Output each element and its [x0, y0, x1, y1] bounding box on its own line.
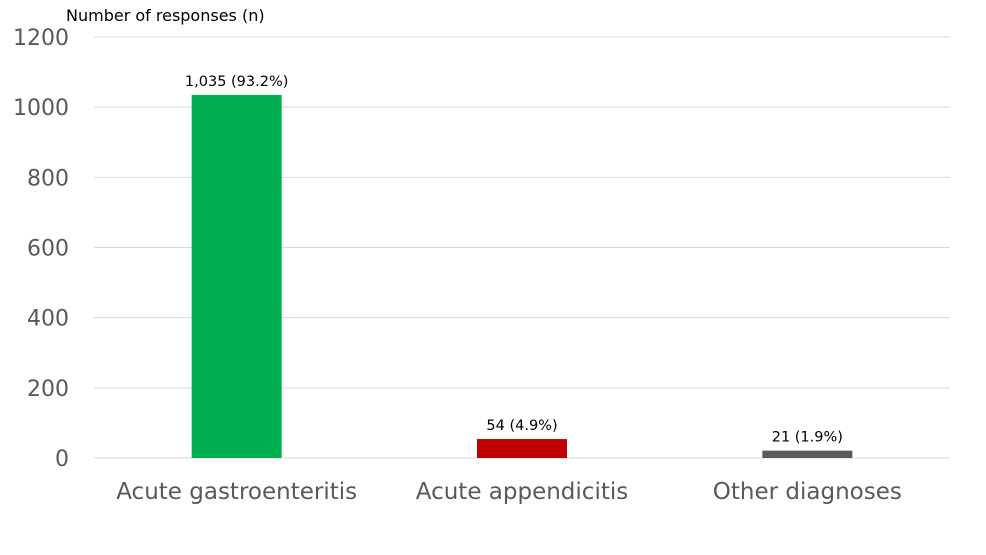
y-tick-label: 200 — [27, 377, 69, 402]
y-tick-label: 400 — [27, 307, 69, 332]
bar — [477, 439, 567, 458]
x-category-label: Acute gastroenteritis — [116, 479, 357, 505]
y-axis-label: Number of responses (n) — [66, 6, 265, 25]
bar — [191, 94, 282, 458]
y-tick-label: 1000 — [13, 96, 69, 121]
y-tick-label: 600 — [27, 237, 69, 262]
bar-data-label: 54 (4.9%) — [486, 418, 557, 434]
bar — [762, 450, 853, 458]
x-category-label: Acute appendicitis — [416, 479, 628, 505]
data-labels: 1,035 (93.2%) 54 (4.9%) 21 (1.9%) — [185, 74, 843, 446]
y-tick-label: 0 — [55, 447, 69, 472]
x-axis-categories: Acute gastroenteritis Acute appendicitis O… — [116, 479, 902, 505]
bars — [191, 94, 853, 458]
bar-data-label: 1,035 (93.2%) — [185, 74, 289, 90]
bar-data-label: 21 (1.9%) — [772, 430, 843, 446]
y-tick-label: 1200 — [13, 26, 69, 51]
y-tick-label: 800 — [27, 166, 69, 191]
x-category-label: Other diagnoses — [713, 479, 902, 505]
y-axis-ticks: 0 200 400 600 800 1000 1200 — [13, 26, 69, 472]
